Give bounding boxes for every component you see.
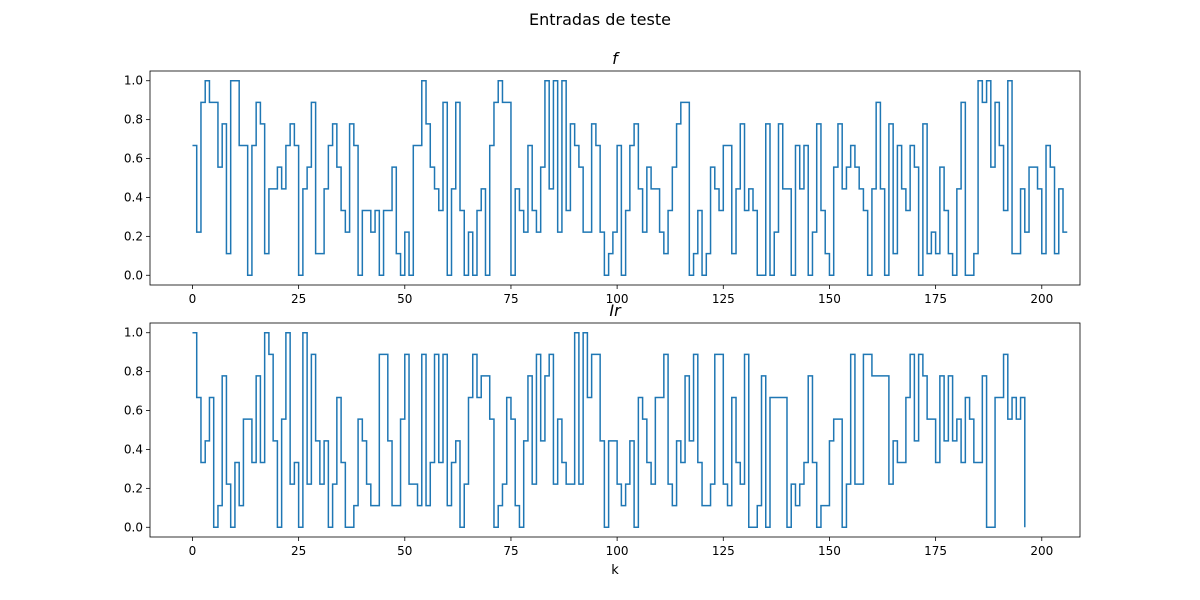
x-tick-label: 150	[818, 544, 841, 558]
y-tick-label: 0.0	[124, 268, 143, 282]
axes-frame-0	[149, 70, 1081, 286]
subplot-title-f: f	[612, 49, 620, 68]
y-tick-label: 0.8	[124, 365, 143, 379]
x-tick-label: 200	[1030, 544, 1053, 558]
x-tick-label: 75	[503, 292, 518, 306]
series-line-1	[192, 331, 1026, 529]
x-tick-label: 75	[503, 544, 518, 558]
x-tick-label: 175	[924, 544, 947, 558]
y-tick-label: 0.6	[124, 152, 143, 166]
x-tick-label: 50	[397, 292, 412, 306]
x-tick-label: 125	[712, 544, 735, 558]
y-tick-label: 0.4	[124, 442, 143, 456]
y-tick-label: 0.6	[124, 404, 143, 418]
y-tick-label: 0.2	[124, 229, 143, 243]
y-tick-label: 1.0	[124, 74, 143, 88]
x-tick-label: 200	[1030, 292, 1053, 306]
figure-suptitle: Entradas de teste	[529, 10, 671, 29]
subplot-title-ir: Ir	[609, 301, 622, 320]
subplot-f: f 0 25 50 75 100 125 150 175 200 0.0 0.2 0.4 0.6 0.8 1…	[124, 49, 1081, 306]
series-line-0	[192, 79, 1068, 277]
x-axis-label-k: k	[611, 563, 619, 578]
x-tick-label: 25	[291, 544, 306, 558]
subplot-ir: Ir k 0 25 50 75 100 125 150 175 200 0.0 0.2 0.4 0.6 0…	[124, 301, 1081, 578]
x-tick-label: 125	[712, 292, 735, 306]
x-tick-label: 50	[397, 544, 412, 558]
axes-frame-1	[149, 322, 1081, 538]
x-tick-label: 100	[606, 544, 629, 558]
x-tick-label: 0	[189, 292, 197, 306]
x-tick-label: 0	[189, 544, 197, 558]
y-tick-label: 0.8	[124, 113, 143, 127]
x-tick-label: 150	[818, 292, 841, 306]
x-tick-label: 100	[606, 292, 629, 306]
y-tick-label: 0.0	[124, 520, 143, 534]
y-tick-label: 1.0	[124, 326, 143, 340]
x-tick-label: 175	[924, 292, 947, 306]
x-tick-label: 25	[291, 292, 306, 306]
y-tick-label: 0.4	[124, 190, 143, 204]
y-tick-label: 0.2	[124, 481, 143, 495]
